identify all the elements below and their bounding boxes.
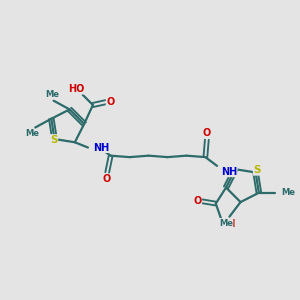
- Text: Me: Me: [26, 129, 39, 138]
- Text: OH: OH: [219, 219, 236, 229]
- Text: O: O: [203, 128, 211, 138]
- Text: NH: NH: [221, 167, 237, 177]
- Text: O: O: [106, 97, 115, 106]
- Text: S: S: [253, 165, 261, 175]
- Text: HO: HO: [68, 84, 85, 94]
- Text: Me: Me: [281, 188, 295, 197]
- Text: Me: Me: [45, 90, 59, 99]
- Text: O: O: [193, 196, 202, 206]
- Text: O: O: [102, 174, 110, 184]
- Text: S: S: [50, 135, 58, 145]
- Text: NH: NH: [93, 142, 110, 152]
- Text: Me: Me: [219, 219, 233, 228]
